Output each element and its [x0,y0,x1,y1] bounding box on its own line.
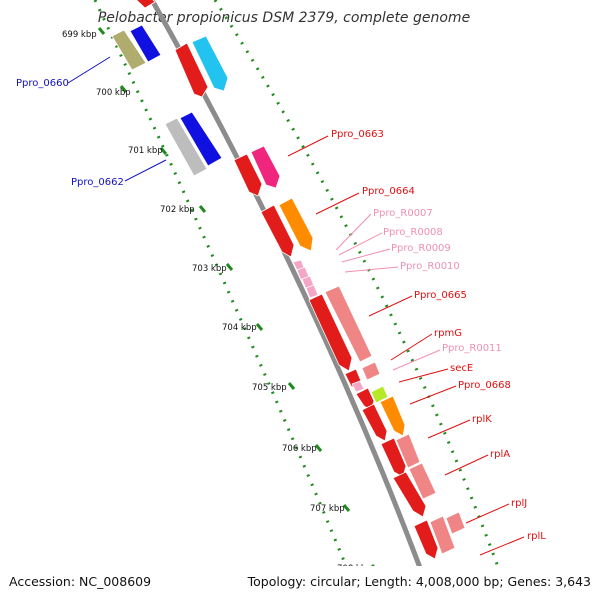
gene-label: Ppro_R0008 [383,227,443,238]
gene-arrow [408,462,437,500]
gene-arrow [250,145,281,189]
gene-label: Ppro_0663 [331,129,384,140]
kbp-label: 703 kbp [192,264,227,274]
gene-arrow [174,42,209,98]
gene-arrow [164,117,208,177]
gene-arrow [278,197,314,252]
gene-label: rpmG [434,328,462,339]
gene-label: secE [450,363,473,374]
gene-arrow [395,433,421,469]
kbp-label: 706 kbp [282,444,317,454]
topology-text: Topology: circular; Length: 4,008,000 bp… [247,574,591,589]
gene-arrow [191,35,229,92]
label-leaders [67,56,525,556]
gene-arrow [429,515,456,555]
accession-text: Accession: NC_008609 [9,574,151,589]
kbp-labels: 699 kbp 700 kbp 701 kbp 702 kbp 703 kbp … [62,30,372,574]
genome-title: Pelobacter propionicus DSM 2379, complet… [98,10,470,26]
kbp-ticks [97,27,375,566]
gene-arrow [361,403,388,442]
gene-arrow [379,395,406,437]
gene-arrow [129,24,162,63]
gene-label: Ppro_0662 [71,177,124,188]
gene-label: Ppro_R0010 [400,261,460,272]
gene-label: rplA [490,449,510,460]
kbp-label: 701 kbp [128,146,163,156]
gene-label: Ppro_R0011 [442,343,502,354]
kbp-label: 699 kbp [62,30,97,40]
kbp-label: 700 kbp [96,88,131,98]
kbp-label: 704 kbp [222,323,257,333]
kbp-label: 702 kbp [160,205,195,215]
gene-arrow [308,293,353,372]
gene-arrow [324,285,373,363]
gene-arrow [179,111,223,167]
gene-labels: Ppro_0660 Ppro_0662 Ppro_0663 Ppro_0664 … [16,78,546,542]
forward-strand-genes [174,35,466,560]
gene-arrow [111,29,147,71]
trna-arrow [305,284,319,299]
kbp-label: 708 kbp [337,564,372,574]
inner-tick-ring [93,0,348,566]
gene-arrow [445,511,466,535]
gene-arrow [413,519,439,560]
trna-arrow [351,380,365,393]
gene-label: Ppro_0660 [16,78,69,89]
gene-arrow [135,0,156,9]
gene-arrow [361,361,381,381]
gene-arrow [380,437,407,478]
gene-label: Ppro_0668 [458,380,511,391]
reverse-strand-genes [111,0,223,177]
kbp-label: 705 kbp [252,383,287,393]
gene-label: rplL [527,531,546,542]
gene-arrow [392,471,427,518]
gene-arrow [260,204,295,258]
gene-label: Ppro_R0009 [391,243,451,254]
gene-label: rplK [472,414,492,425]
gene-label: Ppro_0665 [414,290,467,301]
gene-label: Ppro_0664 [362,186,415,197]
gene-arrow [370,385,389,404]
gene-label: Ppro_R0007 [373,208,433,219]
gene-arrow [233,153,263,197]
gene-label: rplJ [511,498,527,509]
kbp-label: 707 kbp [310,504,345,514]
